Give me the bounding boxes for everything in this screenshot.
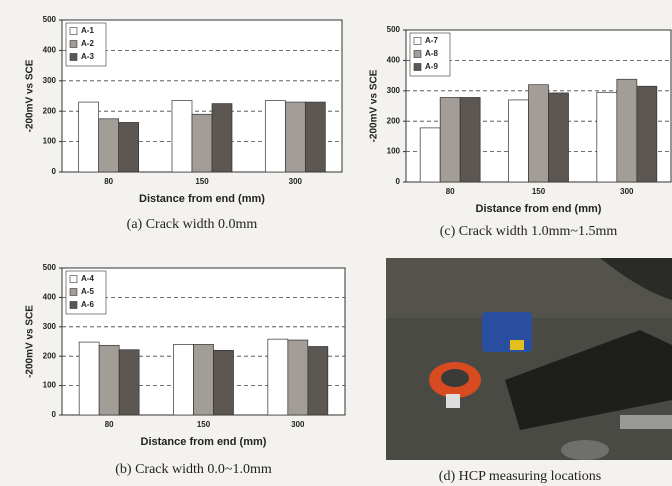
x-axis-label: Distance from end (mm) — [139, 193, 265, 205]
y-axis-label: -200mV vs SCE — [25, 59, 36, 132]
photo-device — [482, 312, 532, 352]
x-tick-label: 150 — [532, 187, 546, 196]
y-tick-label: 500 — [43, 263, 57, 272]
legend-swatch — [69, 40, 78, 48]
y-tick-label: 200 — [43, 351, 57, 360]
y-tick-label: 200 — [387, 116, 401, 125]
y-tick-label: 400 — [43, 293, 57, 302]
y-tick-label: 500 — [43, 15, 57, 24]
legend-label: A-7 — [425, 36, 438, 45]
bar — [439, 97, 461, 183]
bar — [98, 118, 120, 173]
x-tick-label: 150 — [195, 177, 209, 186]
x-tick-label: 300 — [289, 177, 303, 186]
y-tick-label: 300 — [43, 322, 57, 331]
y-tick-label: 400 — [387, 56, 401, 65]
bar — [264, 100, 286, 173]
legend-label: A-4 — [81, 274, 94, 283]
x-tick-label: 80 — [105, 420, 114, 429]
chart-caption: (a) Crack width 0.0mm — [127, 217, 258, 232]
photo-tool — [620, 415, 672, 429]
legend-swatch — [69, 27, 78, 35]
legend-label: A-3 — [81, 52, 94, 61]
bar — [284, 101, 306, 173]
bar — [191, 113, 213, 173]
legend-swatch — [69, 53, 78, 61]
y-tick-label: 0 — [52, 167, 57, 176]
y-tick-label: 100 — [43, 137, 57, 146]
photo-caption: (d) HCP measuring locations — [439, 469, 601, 484]
legend-swatch — [413, 50, 422, 58]
bar — [78, 101, 100, 173]
y-axis-label: -200mV vs SCE — [369, 69, 380, 142]
x-tick-label: 300 — [620, 187, 634, 196]
y-tick-label: 300 — [387, 86, 401, 95]
photo-display — [510, 340, 524, 350]
y-axis-label: -200mV vs SCE — [25, 305, 36, 378]
y-tick-label: 400 — [43, 46, 57, 55]
legend-swatch — [69, 301, 78, 309]
bar — [636, 85, 658, 183]
bar — [78, 341, 100, 416]
legend-label: A-9 — [425, 62, 438, 71]
legend-swatch — [413, 37, 422, 45]
bar — [118, 122, 140, 173]
bar — [528, 84, 549, 183]
bar — [616, 78, 638, 183]
x-tick-label: 80 — [446, 187, 455, 196]
bar — [548, 92, 569, 183]
legend-swatch — [413, 63, 422, 71]
photo-reel-hub — [441, 369, 469, 387]
x-tick-label: 80 — [104, 177, 113, 186]
y-tick-label: 100 — [43, 381, 57, 390]
bar — [307, 346, 329, 416]
legend-label: A-8 — [425, 49, 438, 58]
bar — [459, 97, 481, 183]
bar — [211, 103, 233, 173]
legend-label: A-1 — [81, 26, 94, 35]
y-tick-label: 0 — [396, 177, 401, 186]
y-tick-label: 100 — [387, 147, 401, 156]
bar — [508, 99, 529, 183]
bar — [304, 101, 326, 173]
y-tick-label: 200 — [43, 106, 57, 115]
bar — [287, 339, 309, 416]
bar — [267, 338, 289, 416]
photo-box — [446, 394, 460, 408]
bar — [596, 91, 618, 183]
bar — [171, 100, 193, 173]
bar — [193, 344, 214, 416]
bar — [213, 349, 234, 416]
y-tick-label: 0 — [52, 410, 57, 419]
bar — [419, 127, 441, 183]
photo-object — [561, 440, 609, 460]
x-axis-label: Distance from end (mm) — [476, 203, 602, 215]
y-tick-label: 500 — [387, 25, 401, 34]
x-tick-label: 300 — [291, 420, 305, 429]
bar — [173, 344, 194, 416]
legend-swatch — [69, 288, 78, 296]
photo-person — [600, 258, 672, 300]
chart-caption: (b) Crack width 0.0~1.0mm — [115, 462, 272, 477]
legend-label: A-5 — [81, 287, 94, 296]
legend-swatch — [69, 275, 78, 283]
bar — [118, 349, 140, 416]
x-axis-label: Distance from end (mm) — [141, 436, 267, 448]
legend-label: A-2 — [81, 39, 94, 48]
y-tick-label: 300 — [43, 76, 57, 85]
photo-specimen — [505, 330, 672, 430]
photo — [386, 258, 672, 460]
bar — [98, 344, 120, 416]
x-tick-label: 150 — [197, 420, 211, 429]
chart-caption: (c) Crack width 1.0mm~1.5mm — [440, 224, 618, 239]
legend-label: A-6 — [81, 300, 94, 309]
